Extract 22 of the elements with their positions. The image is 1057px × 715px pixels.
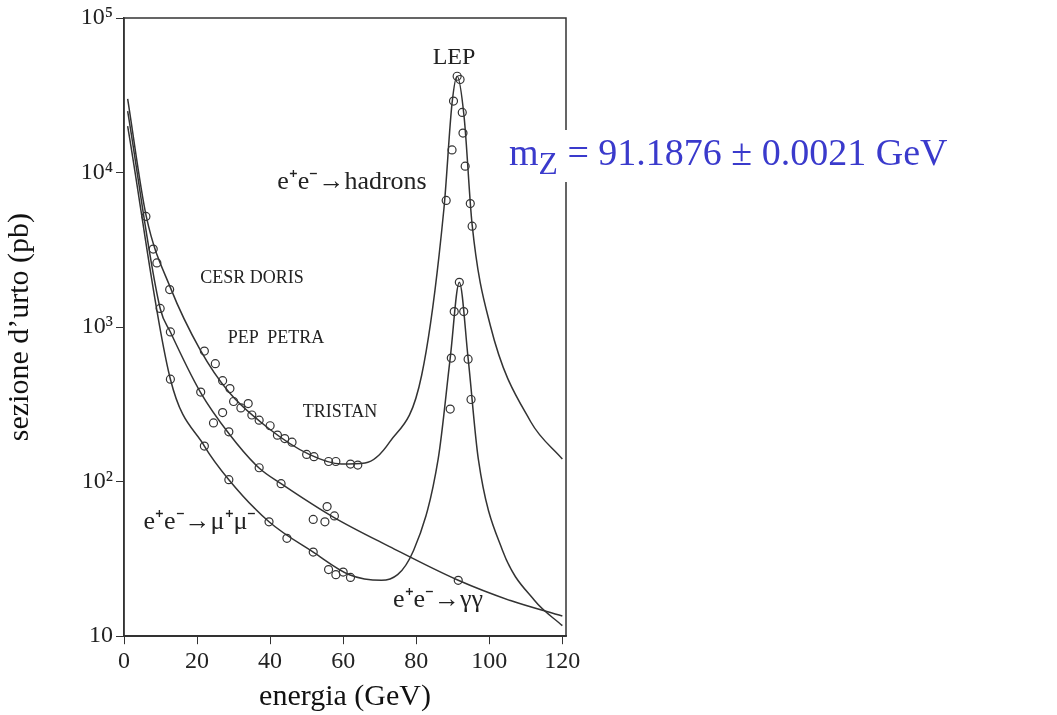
annotation: e⁺e⁻→hadrons: [277, 165, 427, 195]
y-tick-label: 10⁵: [80, 3, 113, 30]
x-tick-label: 20: [185, 646, 210, 673]
x-tick-label: 60: [331, 646, 356, 673]
x-tick-label: 100: [471, 646, 508, 673]
x-tick-label: 0: [118, 646, 130, 673]
annotation: LEP: [432, 43, 476, 70]
x-tick-label: 80: [404, 646, 429, 673]
annotation: PEP PETRA: [227, 326, 325, 347]
x-tick-label: 40: [258, 646, 283, 673]
y-tick-label: 10²: [81, 466, 113, 493]
annotation: m$_{Z}$ = 91.1876 ± 0.0021 GeV: [505, 130, 952, 182]
annotation: CESR DORIS: [200, 266, 304, 287]
x-axis-title: energia (GeV): [259, 677, 431, 712]
y-tick-label: 10³: [81, 312, 113, 339]
y-tick-label: 10: [89, 621, 113, 648]
annotation: e⁺e⁻→μ⁺μ⁻: [143, 505, 257, 535]
annotation: TRISTAN: [302, 400, 378, 421]
x-tick-label: 120: [544, 646, 581, 673]
y-axis-title: sezione d’urto (pb): [0, 212, 35, 442]
y-tick-label: 10⁴: [80, 157, 113, 184]
annotation: e⁺e⁻→γγ: [392, 583, 484, 613]
